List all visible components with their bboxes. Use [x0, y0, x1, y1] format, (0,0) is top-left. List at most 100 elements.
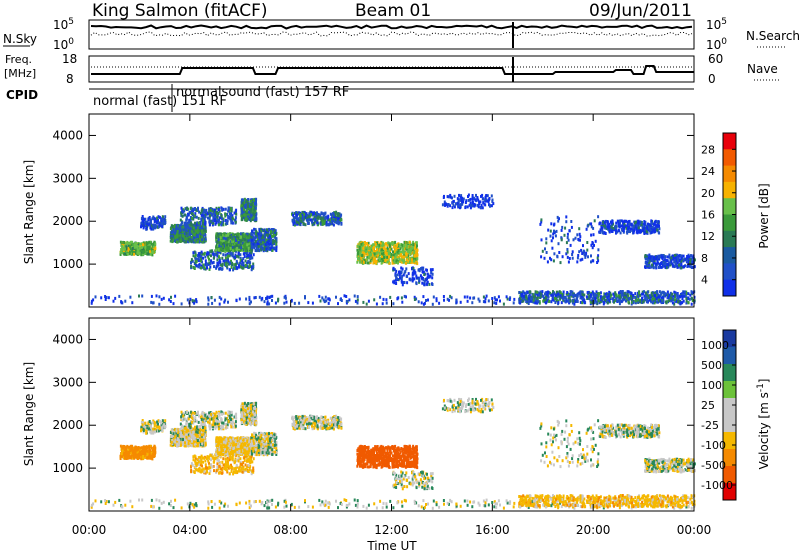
power-scatter-point [231, 221, 234, 225]
power-scatter-point [400, 258, 403, 262]
power-scatter-point [176, 234, 179, 238]
power-scatter-point [449, 204, 452, 208]
power-scatter-point [601, 226, 604, 230]
power-scatter-point [318, 294, 321, 298]
power-scatter-point [367, 261, 370, 265]
power-scatter-point [221, 267, 223, 271]
power-scatter-point [267, 247, 270, 251]
power-scatter-point [576, 260, 579, 264]
power-scatter-point [367, 244, 370, 248]
power-scatter-point [252, 202, 255, 206]
freq-panel: Freq. [MHz] 18 8 Nave 60 0 [4, 52, 780, 86]
power-scatter-point [599, 228, 602, 232]
power-scatter-point [581, 257, 584, 261]
power-scatter-point [374, 241, 377, 245]
power-scatter-point [277, 299, 279, 303]
power-scatter-point [132, 251, 135, 254]
power-scatter-point [309, 218, 312, 222]
power-scatter-point [406, 281, 409, 285]
power-scatter-point [385, 252, 388, 256]
power-scatter-point [130, 247, 133, 251]
power-scatter-point [400, 278, 403, 282]
power-scatter-point [199, 221, 201, 224]
power-scatter-point [182, 228, 185, 232]
power-scatter-point [380, 257, 383, 261]
power-scatter-point [361, 260, 363, 264]
power-scatter-point [129, 295, 132, 299]
power-scatter-point [207, 211, 209, 215]
power-scatter-point [622, 220, 625, 224]
power-scatter-point [356, 295, 359, 299]
power-scatter-point [174, 294, 177, 298]
power-scatter-point [255, 212, 258, 216]
power-scatter-point [269, 247, 272, 251]
power-scatter-point [673, 255, 676, 259]
power-scatter-point [400, 260, 403, 264]
power-scatter-point [399, 276, 401, 280]
power-scatter-point [140, 217, 143, 221]
power-scatter-point [204, 209, 207, 213]
power-scatter-point [244, 216, 247, 220]
power-scatter-point [543, 256, 546, 260]
power-scatter-point [678, 263, 680, 267]
freq-tick-high: 18 [62, 52, 77, 66]
power-scatter-point [559, 261, 562, 265]
power-scatter-point [222, 259, 225, 263]
power-scatter-point [194, 261, 197, 265]
power-scatter-point [252, 245, 255, 249]
power-scatter-point [190, 226, 193, 230]
power-scatter-point [262, 229, 265, 233]
power-scatter-point [385, 260, 388, 264]
power-scatter-point [453, 194, 456, 198]
power-scatter-point [308, 212, 311, 216]
power-scatter-point [294, 216, 297, 220]
power-scatter-point [566, 255, 569, 259]
power-scatter-point [130, 243, 133, 246]
power-scatter-point [429, 274, 432, 278]
power-scatter-point [240, 265, 243, 269]
power-scatter-point [421, 281, 424, 285]
power-scatter-point [592, 233, 595, 237]
power-scatter-point [185, 231, 188, 235]
power-scatter-point [425, 278, 428, 282]
power-scatter-point [654, 265, 657, 269]
power-scatter-point [311, 213, 314, 217]
power-scatter-point [646, 226, 648, 230]
power-scatter-point [251, 243, 254, 247]
power-scatter-point [244, 263, 247, 267]
power-scatter-point [193, 233, 196, 237]
power-scatter-point [676, 256, 679, 260]
power-scatter-point [483, 202, 486, 206]
power-scatter-point [209, 265, 212, 269]
power-scatter-point [191, 207, 194, 211]
power-scatter-point [558, 251, 561, 254]
power-scatter-point [656, 295, 659, 299]
power-scatter-point [484, 195, 487, 199]
power-scatter-point [568, 229, 571, 233]
power-scatter-point [392, 253, 395, 257]
power-scatter-point [677, 258, 679, 262]
power-scatter-point [451, 201, 454, 205]
power-scatter-point [566, 232, 569, 236]
power-scatter-point [476, 203, 479, 207]
power-scatter-point [235, 265, 238, 269]
power-scatter-point [199, 239, 202, 242]
power-scatter-point [338, 213, 341, 216]
power-scatter-point [367, 241, 370, 245]
power-scatter-point [449, 195, 452, 199]
power-scatter-point [213, 256, 215, 260]
power-scatter-point [608, 227, 611, 231]
power-scatter-point [123, 241, 126, 244]
power-scatter-point [208, 207, 211, 211]
power-scatter-point [392, 258, 395, 262]
power-scatter-point [254, 212, 256, 216]
power-scatter-point [216, 258, 219, 262]
power-scatter-point [356, 260, 359, 264]
power-scatter-point [227, 246, 230, 250]
power-scatter-point [422, 278, 425, 282]
power-scatter-point [672, 264, 675, 268]
power-scatter-point [224, 298, 227, 302]
power-scatter-point [363, 245, 365, 249]
power-scatter-point [402, 248, 405, 252]
power-scatter-point [574, 236, 577, 240]
